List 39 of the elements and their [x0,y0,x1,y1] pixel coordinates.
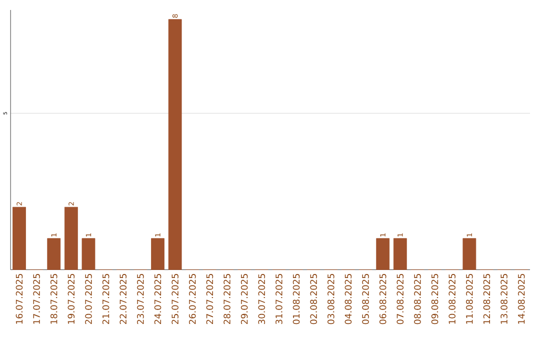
x-tick-label: 25.07.2025 [172,274,178,324]
bar [151,238,164,270]
x-tick-label: 24.07.2025 [154,274,162,324]
x-tick-label: 31.07.2025 [276,274,282,324]
x-tick-label: 21.07.2025 [102,274,110,324]
x-tick-label: 13.08.2025 [500,274,508,324]
bar [376,238,390,270]
x-tick-label: 17.07.2025 [33,274,40,324]
x-tick-label: 07.08.2025 [396,274,404,324]
x-tick-label: 26.07.2025 [188,274,196,324]
bar [47,238,61,270]
bar [462,238,476,270]
x-tick-label: 20.07.2025 [85,274,92,324]
bar [82,238,96,270]
x-tick-label: 30.07.2025 [258,274,266,324]
x-tick-label: 03.08.2025 [327,274,334,324]
x-tick-label: 10.08.2025 [448,274,456,324]
x-tick-label: 09.08.2025 [431,274,438,324]
x-tick-label: 01.08.2025 [292,274,300,324]
x-tick-label: 04.08.2025 [344,274,352,324]
x-tick-label: 12.08.2025 [483,274,490,324]
x-tick-label: 27.07.2025 [206,274,214,324]
x-tick-label: 02.08.2025 [310,274,317,324]
x-tick-label: 18.07.2025 [50,274,58,324]
bar [12,207,26,270]
x-tick-label: 08.08.2025 [414,274,421,324]
x-tick-label: 19.07.2025 [68,274,75,324]
x-tick-label: 28.07.2025 [224,274,230,324]
x-tick-label: 05.08.2025 [362,274,369,324]
bar [393,238,407,270]
x-tick-label: 29.07.2025 [240,274,248,324]
x-tick-label: 22.07.2025 [120,274,127,324]
x-tick-label: 11.08.2025 [466,274,473,324]
x-tick-label: 14.08.2025 [518,274,525,324]
x-tick-label: 06.08.2025 [379,274,386,324]
x-tick-label: 23.07.2025 [137,274,144,324]
x-tick-label: 16.07.2025 [16,274,23,324]
bar [64,207,78,270]
bar [168,19,182,270]
